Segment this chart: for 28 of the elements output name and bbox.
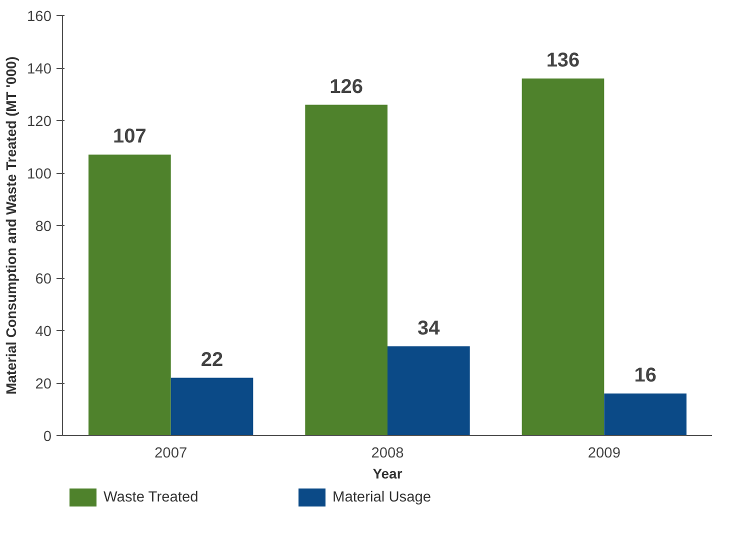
data-label: 126 [330,76,364,98]
y-tick-label: 80 [35,219,52,235]
legend-label: Waste Treated [104,490,198,506]
data-label: 34 [418,317,441,340]
legend-label: Material Usage [332,490,432,506]
y-tick-label: 60 [35,272,52,288]
x-axis-title: Year [372,466,403,482]
bar [305,104,388,436]
bar [388,346,470,436]
x-tick-label: 2008 [371,446,404,462]
y-tick-label: 0 [43,429,52,445]
data-label: 22 [200,348,224,371]
x-tick-label: 2007 [154,446,188,462]
y-tick-label: 160 [27,9,52,25]
y-axis-title: Material Consumption and Waste Treated (MT '000) [3,56,20,395]
bar [604,394,686,436]
y-tick-label: 100 [27,166,52,182]
y-tick-label: 20 [35,376,52,392]
data-label: 16 [634,364,656,386]
bar [522,78,604,436]
bar [88,154,171,436]
x-tick-label: 2009 [588,446,620,462]
bar [170,378,254,436]
data-label: 136 [546,50,580,72]
data-label: 107 [112,126,146,148]
y-tick-label: 40 [35,324,52,340]
y-tick-label: 120 [27,114,52,130]
y-tick-label: 140 [27,62,52,78]
